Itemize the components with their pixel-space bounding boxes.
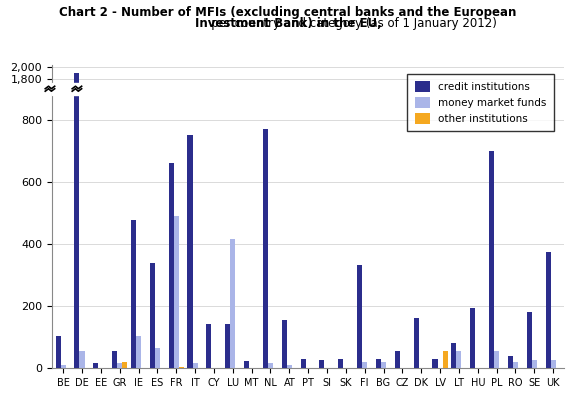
Bar — [131, 220, 136, 368]
Bar — [244, 361, 249, 368]
Bar — [452, 343, 456, 368]
Bar — [52, 83, 564, 95]
Bar — [225, 324, 230, 368]
Bar — [526, 312, 532, 368]
Text: Chart 2 - Number of MFIs (excluding central banks and the European: Chart 2 - Number of MFIs (excluding cent… — [59, 6, 517, 19]
Bar — [136, 335, 141, 368]
Bar — [230, 239, 236, 368]
Bar — [456, 351, 461, 368]
Bar — [414, 319, 419, 368]
Bar — [74, 73, 79, 368]
Bar — [357, 265, 362, 368]
Bar — [470, 308, 475, 368]
Bar — [206, 324, 211, 368]
Bar — [551, 360, 556, 368]
Bar — [174, 216, 179, 368]
Bar — [79, 351, 85, 368]
Bar — [545, 252, 551, 368]
Bar — [433, 359, 438, 368]
Bar — [287, 365, 292, 368]
Bar — [268, 364, 273, 368]
Bar — [442, 351, 448, 368]
Bar — [155, 348, 160, 368]
Bar — [169, 163, 174, 368]
Bar — [362, 362, 367, 368]
Bar — [319, 360, 324, 368]
Bar — [192, 364, 198, 368]
Text: Investment Bank) in the EU,: Investment Bank) in the EU, — [195, 17, 381, 30]
Bar — [282, 320, 287, 368]
Bar — [93, 364, 98, 368]
Bar — [532, 360, 537, 368]
Bar — [117, 364, 122, 368]
Bar — [112, 351, 117, 368]
Bar — [338, 360, 343, 368]
Bar — [122, 362, 127, 368]
Bar — [395, 351, 400, 368]
Bar — [489, 151, 494, 368]
Bar — [263, 129, 268, 368]
Bar — [187, 135, 192, 368]
Bar — [150, 263, 155, 368]
Legend: credit institutions, money market funds, other institutions: credit institutions, money market funds,… — [407, 74, 554, 131]
Bar — [55, 336, 60, 368]
Bar — [376, 360, 381, 368]
Text: per country and category (as of 1 January 2012): per country and category (as of 1 Januar… — [79, 17, 497, 30]
Bar — [60, 365, 66, 368]
Bar — [494, 351, 499, 368]
Bar — [508, 356, 513, 368]
Bar — [381, 362, 386, 368]
Bar — [513, 362, 518, 368]
Bar — [301, 360, 306, 368]
Bar — [179, 366, 184, 368]
